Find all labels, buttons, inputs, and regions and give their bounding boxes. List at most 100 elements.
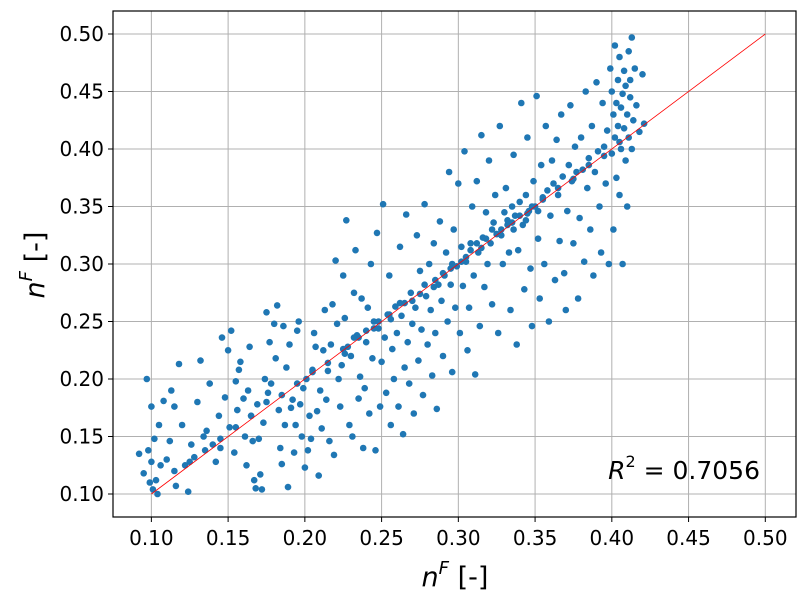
data-point [518, 99, 525, 107]
data-point [459, 282, 467, 290]
data-point [585, 154, 593, 162]
y-axis-label-base: n [20, 281, 51, 298]
data-point [212, 458, 220, 466]
data-point [468, 203, 476, 210]
data-point [623, 203, 631, 210]
data-point [473, 240, 481, 247]
data-point [362, 327, 370, 335]
data-point [295, 318, 303, 325]
data-point [439, 269, 447, 277]
data-point [587, 226, 594, 233]
data-point [628, 34, 636, 41]
data-point [597, 249, 605, 256]
data-point [201, 447, 209, 454]
data-point [404, 338, 412, 346]
data-point [533, 92, 540, 100]
data-point [593, 79, 600, 86]
data-point [154, 490, 161, 498]
data-point [240, 395, 247, 402]
data-point [373, 229, 381, 237]
x-axis-label-sup: F [439, 558, 450, 579]
data-point [550, 180, 557, 187]
data-point [582, 88, 589, 95]
y-tick-label: 0.20 [59, 367, 104, 391]
data-point [548, 157, 556, 164]
y-axis-ticks: 0.10 0.15 0.20 0.25 0.30 0.35 0.40 0.45 0.50 [59, 22, 113, 506]
data-point [347, 352, 355, 360]
data-point [149, 486, 157, 493]
data-point [580, 258, 588, 266]
data-point [178, 421, 186, 429]
data-point [396, 299, 404, 307]
data-point [152, 476, 160, 484]
y-tick-label: 0.40 [59, 137, 104, 161]
data-point [375, 325, 382, 332]
data-point [633, 102, 640, 109]
data-point [234, 406, 241, 414]
data-point [255, 435, 263, 443]
data-point [215, 412, 223, 420]
data-point [574, 295, 582, 302]
data-point [551, 276, 559, 284]
data-point [275, 406, 283, 414]
data-point [488, 226, 496, 233]
data-point [287, 404, 295, 412]
data-point [614, 122, 622, 130]
data-point [329, 301, 336, 308]
data-point [292, 421, 299, 429]
data-point [281, 421, 289, 429]
data-point [496, 122, 504, 130]
data-point [524, 210, 531, 217]
data-point [610, 111, 617, 118]
data-point [218, 334, 226, 341]
data-point [478, 131, 485, 139]
data-point [203, 427, 210, 435]
data-point [415, 357, 422, 364]
data-point [387, 421, 395, 429]
data-point [227, 327, 235, 335]
data-point [333, 320, 341, 328]
data-point [145, 447, 152, 454]
data-point [524, 134, 531, 141]
data-point [560, 269, 568, 277]
x-axis-label-unit: [-] [449, 562, 488, 593]
data-point [501, 209, 508, 216]
data-point [600, 152, 608, 160]
data-point [392, 303, 399, 310]
data-point [364, 304, 372, 312]
data-point [508, 203, 516, 210]
data-point [304, 447, 312, 454]
data-point [350, 289, 358, 297]
data-point [324, 367, 332, 375]
data-point [462, 253, 470, 261]
data-point [448, 260, 456, 268]
data-point [396, 243, 404, 251]
data-point [252, 485, 259, 492]
data-point [490, 219, 497, 226]
data-point [424, 341, 431, 348]
data-point [585, 161, 593, 169]
data-point [522, 191, 530, 199]
data-point [221, 394, 229, 401]
data-point [390, 375, 398, 383]
data-point [430, 283, 438, 291]
x-tick-label: 0.35 [513, 526, 558, 550]
data-point [600, 143, 608, 150]
r-squared-annotation: R2 = 0.7056 [608, 452, 760, 485]
data-point [456, 329, 464, 337]
data-point [237, 358, 244, 366]
data-point [398, 312, 405, 320]
data-point [157, 462, 164, 469]
data-point [614, 76, 622, 84]
data-point [312, 343, 319, 351]
y-tick-label: 0.50 [59, 22, 104, 46]
data-point [393, 329, 401, 337]
data-point [381, 334, 389, 341]
data-point [163, 456, 170, 463]
data-point [616, 53, 623, 61]
data-point [341, 314, 349, 322]
data-point [151, 435, 158, 443]
data-point [143, 375, 151, 383]
data-point [471, 371, 479, 378]
